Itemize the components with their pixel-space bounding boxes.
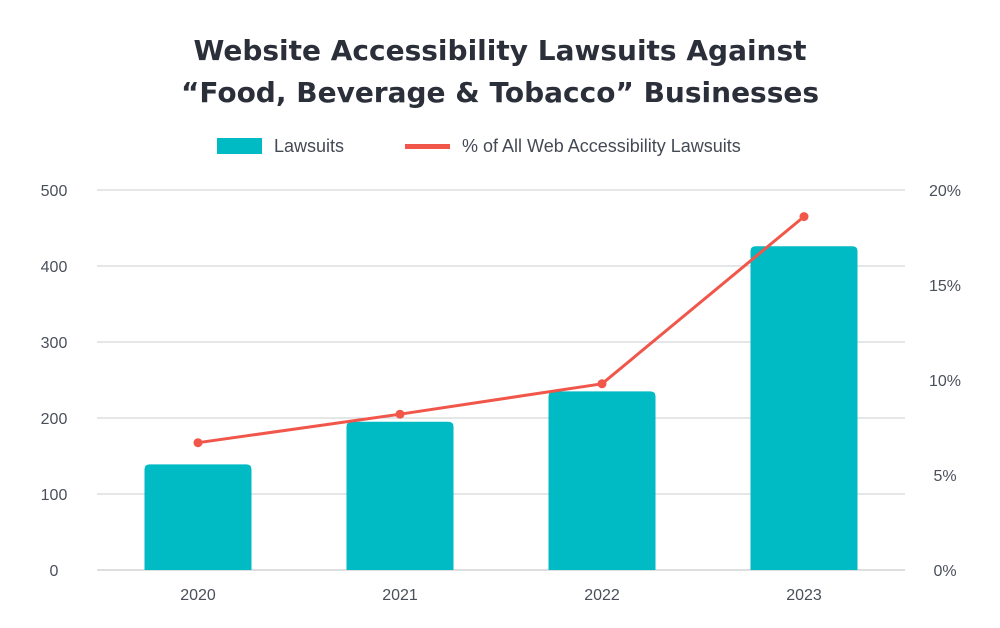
- x-tick-label: 2020: [180, 587, 216, 604]
- y-right-tick-label: 10%: [929, 373, 961, 390]
- bar: [144, 464, 252, 570]
- line-point: [597, 379, 607, 389]
- chart-title-line-2: “Food, Beverage & Tobacco” Businesses: [180, 76, 820, 109]
- legend-label-percent: % of All Web Accessibility Lawsuits: [462, 135, 741, 156]
- y-right-tick-label: 0%: [933, 563, 956, 580]
- line-point: [193, 438, 203, 448]
- x-tick-label: 2022: [584, 587, 620, 604]
- y-left-tick-label: 500: [41, 183, 68, 200]
- y-right-tick-label: 15%: [929, 278, 961, 295]
- chart-title: Website Accessibility Lawsuits Against “…: [0, 30, 1000, 114]
- y-left-tick-label: 100: [41, 487, 68, 504]
- y-left-tick-label: 0: [50, 563, 59, 580]
- legend: Lawsuits % of All Web Accessibility Laws…: [0, 134, 1000, 158]
- line-point: [799, 212, 809, 222]
- y-right-tick-label: 5%: [933, 468, 956, 485]
- y-left-tick-label: 400: [41, 259, 68, 276]
- series-line: [197, 215, 805, 445]
- legend-swatch-line: [405, 143, 450, 149]
- x-tick-label: 2021: [382, 587, 418, 604]
- chart-title-line-1: Website Accessibility Lawsuits Against: [193, 34, 807, 67]
- legend-swatch-bar: [217, 138, 262, 154]
- y-left-tick-label: 300: [41, 335, 68, 352]
- legend-item-percent: % of All Web Accessibility Lawsuits: [405, 134, 741, 158]
- x-tick-label: 2023: [786, 587, 822, 604]
- y-right-tick-label: 20%: [929, 183, 961, 200]
- bar: [750, 246, 858, 571]
- bar: [346, 421, 454, 570]
- legend-item-lawsuits: Lawsuits: [217, 134, 344, 158]
- bar: [548, 391, 656, 570]
- line-point: [395, 409, 405, 419]
- legend-label-lawsuits: Lawsuits: [274, 135, 345, 156]
- y-left-tick-label: 200: [41, 411, 68, 428]
